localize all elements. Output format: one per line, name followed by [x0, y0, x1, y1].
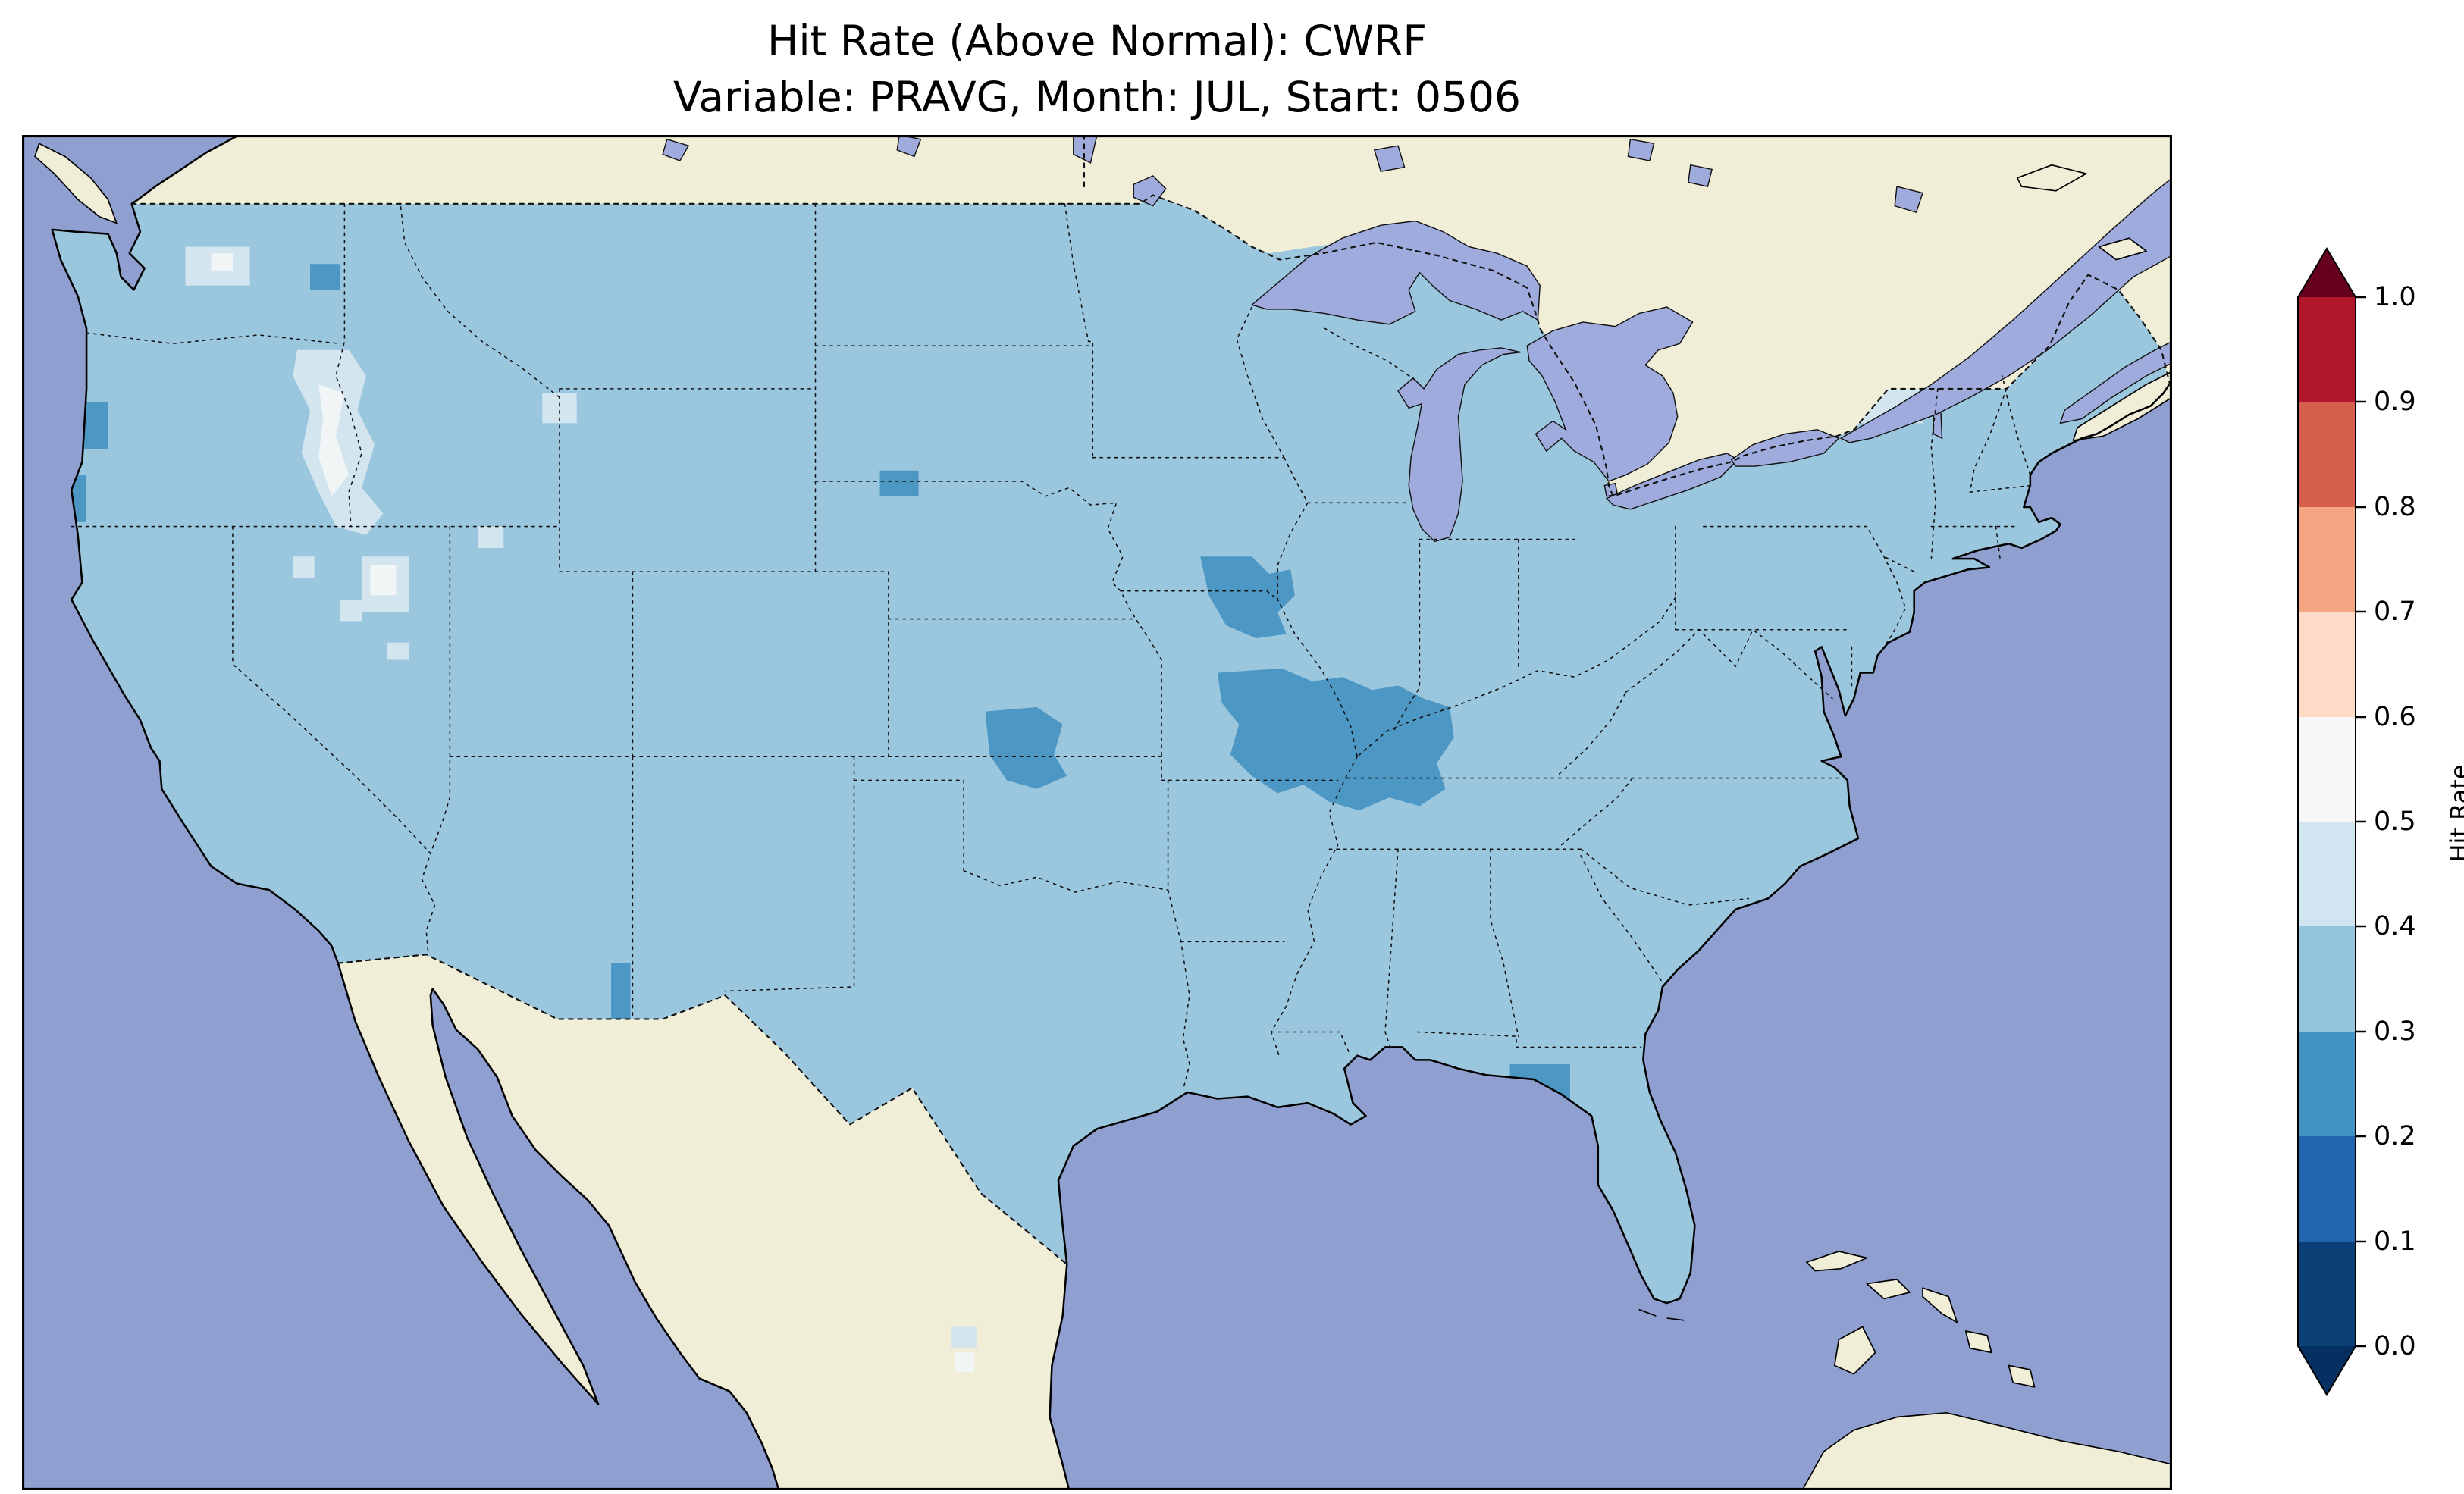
- colorbar-bin: [2298, 822, 2356, 927]
- colorbar-tick-label: 0.4: [2374, 911, 2416, 941]
- colorbar-bin: [2298, 1032, 2356, 1137]
- hit-rate-patches-low: [64, 264, 1570, 1107]
- lake-erie: [1605, 453, 1739, 510]
- colorbar-tick-label: 0.7: [2374, 597, 2416, 627]
- colorbar-tick-label: 1.0: [2374, 282, 2416, 312]
- colorbar-tick-label: 0.3: [2374, 1016, 2416, 1047]
- colorbar-bin: [2298, 612, 2356, 718]
- colorbar-over-arrow: [2298, 249, 2356, 297]
- colorbar-tick-label: 0.9: [2374, 387, 2416, 417]
- colorbar-tick-label: 0.8: [2374, 492, 2416, 522]
- colorbar-bin: [2298, 717, 2356, 822]
- lake-ontario: [1730, 429, 1840, 467]
- map-frame: [22, 135, 2172, 1490]
- anticosti-island: [2016, 164, 2087, 192]
- colorbar-bin: [2298, 402, 2356, 508]
- bahamas: [1806, 1251, 2036, 1388]
- colorbar-bin: [2298, 297, 2356, 403]
- colorbar-bin: [2298, 926, 2356, 1032]
- lake-huron: [1526, 306, 1694, 482]
- colorbar-under-arrow: [2298, 1346, 2356, 1395]
- lake-michigan: [1397, 347, 1521, 543]
- prince-edward-island: [2098, 237, 2147, 261]
- cuba: [1801, 1411, 2172, 1490]
- colorbar-bin: [2298, 1242, 2356, 1346]
- map-panel: [22, 135, 2172, 1490]
- nova-scotia: [2072, 371, 2172, 441]
- great-lakes: [1250, 220, 1943, 543]
- coastlines: [51, 135, 2172, 1490]
- country-borders: [130, 135, 2171, 1266]
- colorbar-axis-label: Hit Rate: [2445, 764, 2464, 863]
- plot-subtitle: Variable: PRAVG, Month: JUL, Start: 0506: [673, 73, 1521, 121]
- state-borders: [71, 203, 2031, 1091]
- colorbar-tick-label: 0.6: [2374, 702, 2416, 732]
- islands: [34, 143, 2172, 1490]
- colorbar-bin: [2298, 1136, 2356, 1242]
- colorbar-ticks: [2356, 296, 2366, 1348]
- conus-data-layer: [52, 195, 2171, 1304]
- colorbar-svg: [2297, 247, 2366, 1396]
- map-svg: [22, 135, 2172, 1490]
- florida-keys: [1638, 1308, 1685, 1321]
- colorbar-tick-label: 0.2: [2374, 1121, 2416, 1151]
- colorbar: [2296, 247, 2369, 1399]
- plot-title: Hit Rate (Above Normal): CWRF: [767, 17, 1427, 65]
- colorbar-tick-label: 0.1: [2374, 1226, 2416, 1257]
- lake-superior: [1250, 220, 1541, 325]
- coastal-data-edge-cells: [951, 1326, 977, 1372]
- colorbar-tick-label: 0.0: [2374, 1331, 2416, 1361]
- st-lawrence-estuary: [1839, 177, 2172, 443]
- canada-lakes-and-st-lawrence: [662, 135, 2172, 443]
- vancouver-island: [34, 143, 118, 224]
- bay-of-fundy: [2059, 340, 2172, 424]
- colorbar-bin: [2298, 507, 2356, 612]
- colorbar-tick-label: 0.5: [2374, 807, 2416, 837]
